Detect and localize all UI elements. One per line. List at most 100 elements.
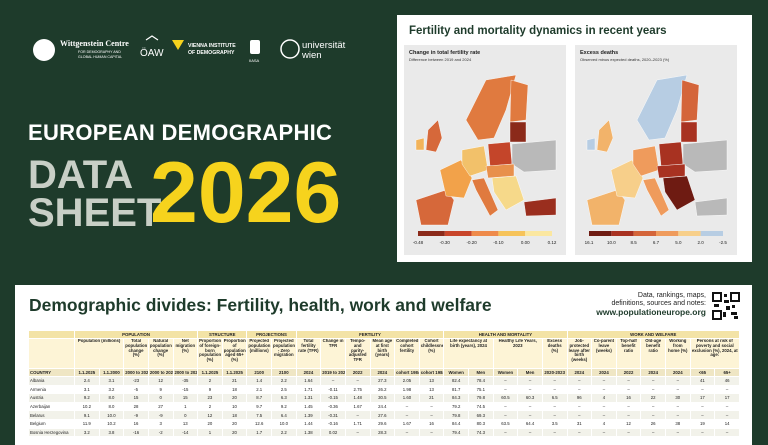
- country-shape: [511, 139, 557, 173]
- univie-icon: [280, 39, 300, 59]
- title: SHEET: [28, 191, 162, 235]
- cell: 8.7: [246, 393, 272, 403]
- cell: 1: [172, 401, 199, 412]
- year: 2026: [150, 145, 342, 241]
- cell: 10: [221, 401, 248, 412]
- maps-panel: Fertility and mortality dynamics in rece…: [397, 15, 752, 262]
- cell: 30.5: [369, 393, 396, 403]
- cell: –: [492, 410, 519, 420]
- cell: 1.71: [295, 384, 322, 395]
- country-shape: [487, 141, 513, 167]
- cell: –: [541, 376, 568, 386]
- country: Austria: [28, 393, 75, 403]
- legend-swatch: [633, 231, 656, 236]
- data-row: Azerbaijan 10.2 8.0 28 27 1 2 10 9.7 9.2 1.45 -0.36…: [28, 401, 740, 412]
- cell: –: [492, 376, 519, 386]
- cell: –: [640, 401, 666, 412]
- column-header: Mean age at first birth (years): [369, 338, 396, 369]
- column-header: Total population change (%): [123, 338, 149, 369]
- column-subheader: 2024: [591, 368, 617, 377]
- cell: 9.1: [74, 410, 100, 420]
- cell: 2: [197, 401, 223, 412]
- cell: –: [591, 384, 617, 395]
- logo-text: VIENNA INSTITUTE: [188, 43, 236, 49]
- cell: –: [591, 427, 617, 438]
- cell: -0.36: [320, 401, 346, 412]
- column-header: Total fertility rate (TFR): [295, 338, 322, 369]
- logo-text: IIASA: [249, 58, 260, 63]
- map: 16.1 10.0 8.5 6.7 5.0 2.0 -2.5: [585, 74, 727, 245]
- country: Azerbaijan: [28, 401, 75, 412]
- cell: –: [665, 410, 691, 420]
- map-title: Change in total fertility rate: [409, 50, 481, 56]
- legend-swatch: [471, 231, 499, 236]
- column-header: Co-parent leave (weeks): [591, 338, 617, 369]
- cell: 74.5: [468, 401, 494, 412]
- data-table: POPULATION STRUCTURE PROJECTIONS FERTILITY H…: [28, 330, 741, 438]
- cell: –: [566, 376, 593, 386]
- country-shape: [461, 145, 489, 177]
- cell: 27: [147, 401, 174, 412]
- cell: 1.60: [394, 393, 420, 403]
- cell: 19: [689, 418, 716, 429]
- cell: –: [492, 401, 519, 412]
- data-row: Belgium 11.9 10.2 16 3 13 20 20 12.6 10.0 1.44 -0.1…: [28, 418, 740, 429]
- cell: 27.6: [369, 410, 396, 420]
- cell: –: [418, 427, 445, 438]
- legend-label: 8.5: [631, 240, 638, 245]
- country-shape: [656, 163, 686, 179]
- header-row: Population (millions) Total population ch…: [28, 338, 741, 369]
- cell: 26.2: [369, 384, 396, 395]
- cell: -2: [147, 427, 174, 438]
- cell: 2.75: [344, 384, 371, 395]
- data-row: Albania 2.4 3.1 -23 12 -35 2 21 1.4 2.2 1.64– –27.3…: [28, 376, 740, 386]
- cell: –: [714, 401, 740, 412]
- country-shape: [642, 177, 670, 217]
- legend-label: 6.7: [653, 240, 660, 245]
- group-cell: [28, 330, 75, 339]
- vid-icon: [172, 40, 184, 50]
- cell: –: [615, 376, 642, 386]
- group-header: HEALTH AND MORTALITY: [443, 330, 568, 339]
- cell: 1.71: [344, 418, 371, 429]
- country-shape: [680, 79, 700, 123]
- cell: 13: [418, 376, 445, 386]
- cell: 15: [123, 393, 149, 403]
- logo-text: universität: [302, 40, 346, 51]
- legend-label: -2.5: [719, 240, 727, 245]
- cell: –: [394, 410, 420, 420]
- url[interactable]: www.populationeurope.org: [596, 307, 706, 317]
- cell: –: [591, 401, 617, 412]
- country-shape: [509, 121, 527, 143]
- cell: 82.4: [443, 376, 469, 386]
- cell: 1.67: [344, 401, 371, 412]
- map-panel: Change in total fertility rate Difference…: [404, 45, 566, 255]
- column-header: Working from home (%): [665, 338, 691, 369]
- cell: 11.9: [74, 418, 100, 429]
- country: Bosnia Herzegovina: [28, 427, 75, 438]
- column-header: Proportion of population aged 65+ (%): [221, 338, 248, 369]
- country-shape: [415, 137, 425, 151]
- country-shape: [596, 119, 614, 153]
- cell: -0.15: [320, 393, 346, 403]
- legend-label: 0.00: [521, 240, 530, 245]
- cell: 27.3: [369, 376, 396, 386]
- cell: –: [689, 427, 716, 438]
- cell: 21: [418, 393, 445, 403]
- column-subheader: 2024: [566, 368, 593, 377]
- cell: –: [615, 427, 642, 438]
- column-subheader: 1.1.2025: [197, 368, 223, 377]
- cell: 2.2: [271, 427, 297, 438]
- column-header: Natural population change (%): [147, 338, 174, 369]
- country-shape: [610, 159, 644, 199]
- link-text: Data, rankings, maps,: [637, 292, 706, 299]
- country-shape: [680, 121, 698, 143]
- cell: 8.0: [98, 401, 125, 412]
- cell: –: [541, 384, 568, 395]
- cell: 1.7: [246, 427, 272, 438]
- legend-label: -0.30: [440, 240, 451, 245]
- cell: –: [640, 427, 666, 438]
- cell: 29.6: [369, 418, 396, 429]
- cell: 9.7: [246, 401, 272, 412]
- cell: 24.4: [369, 401, 396, 412]
